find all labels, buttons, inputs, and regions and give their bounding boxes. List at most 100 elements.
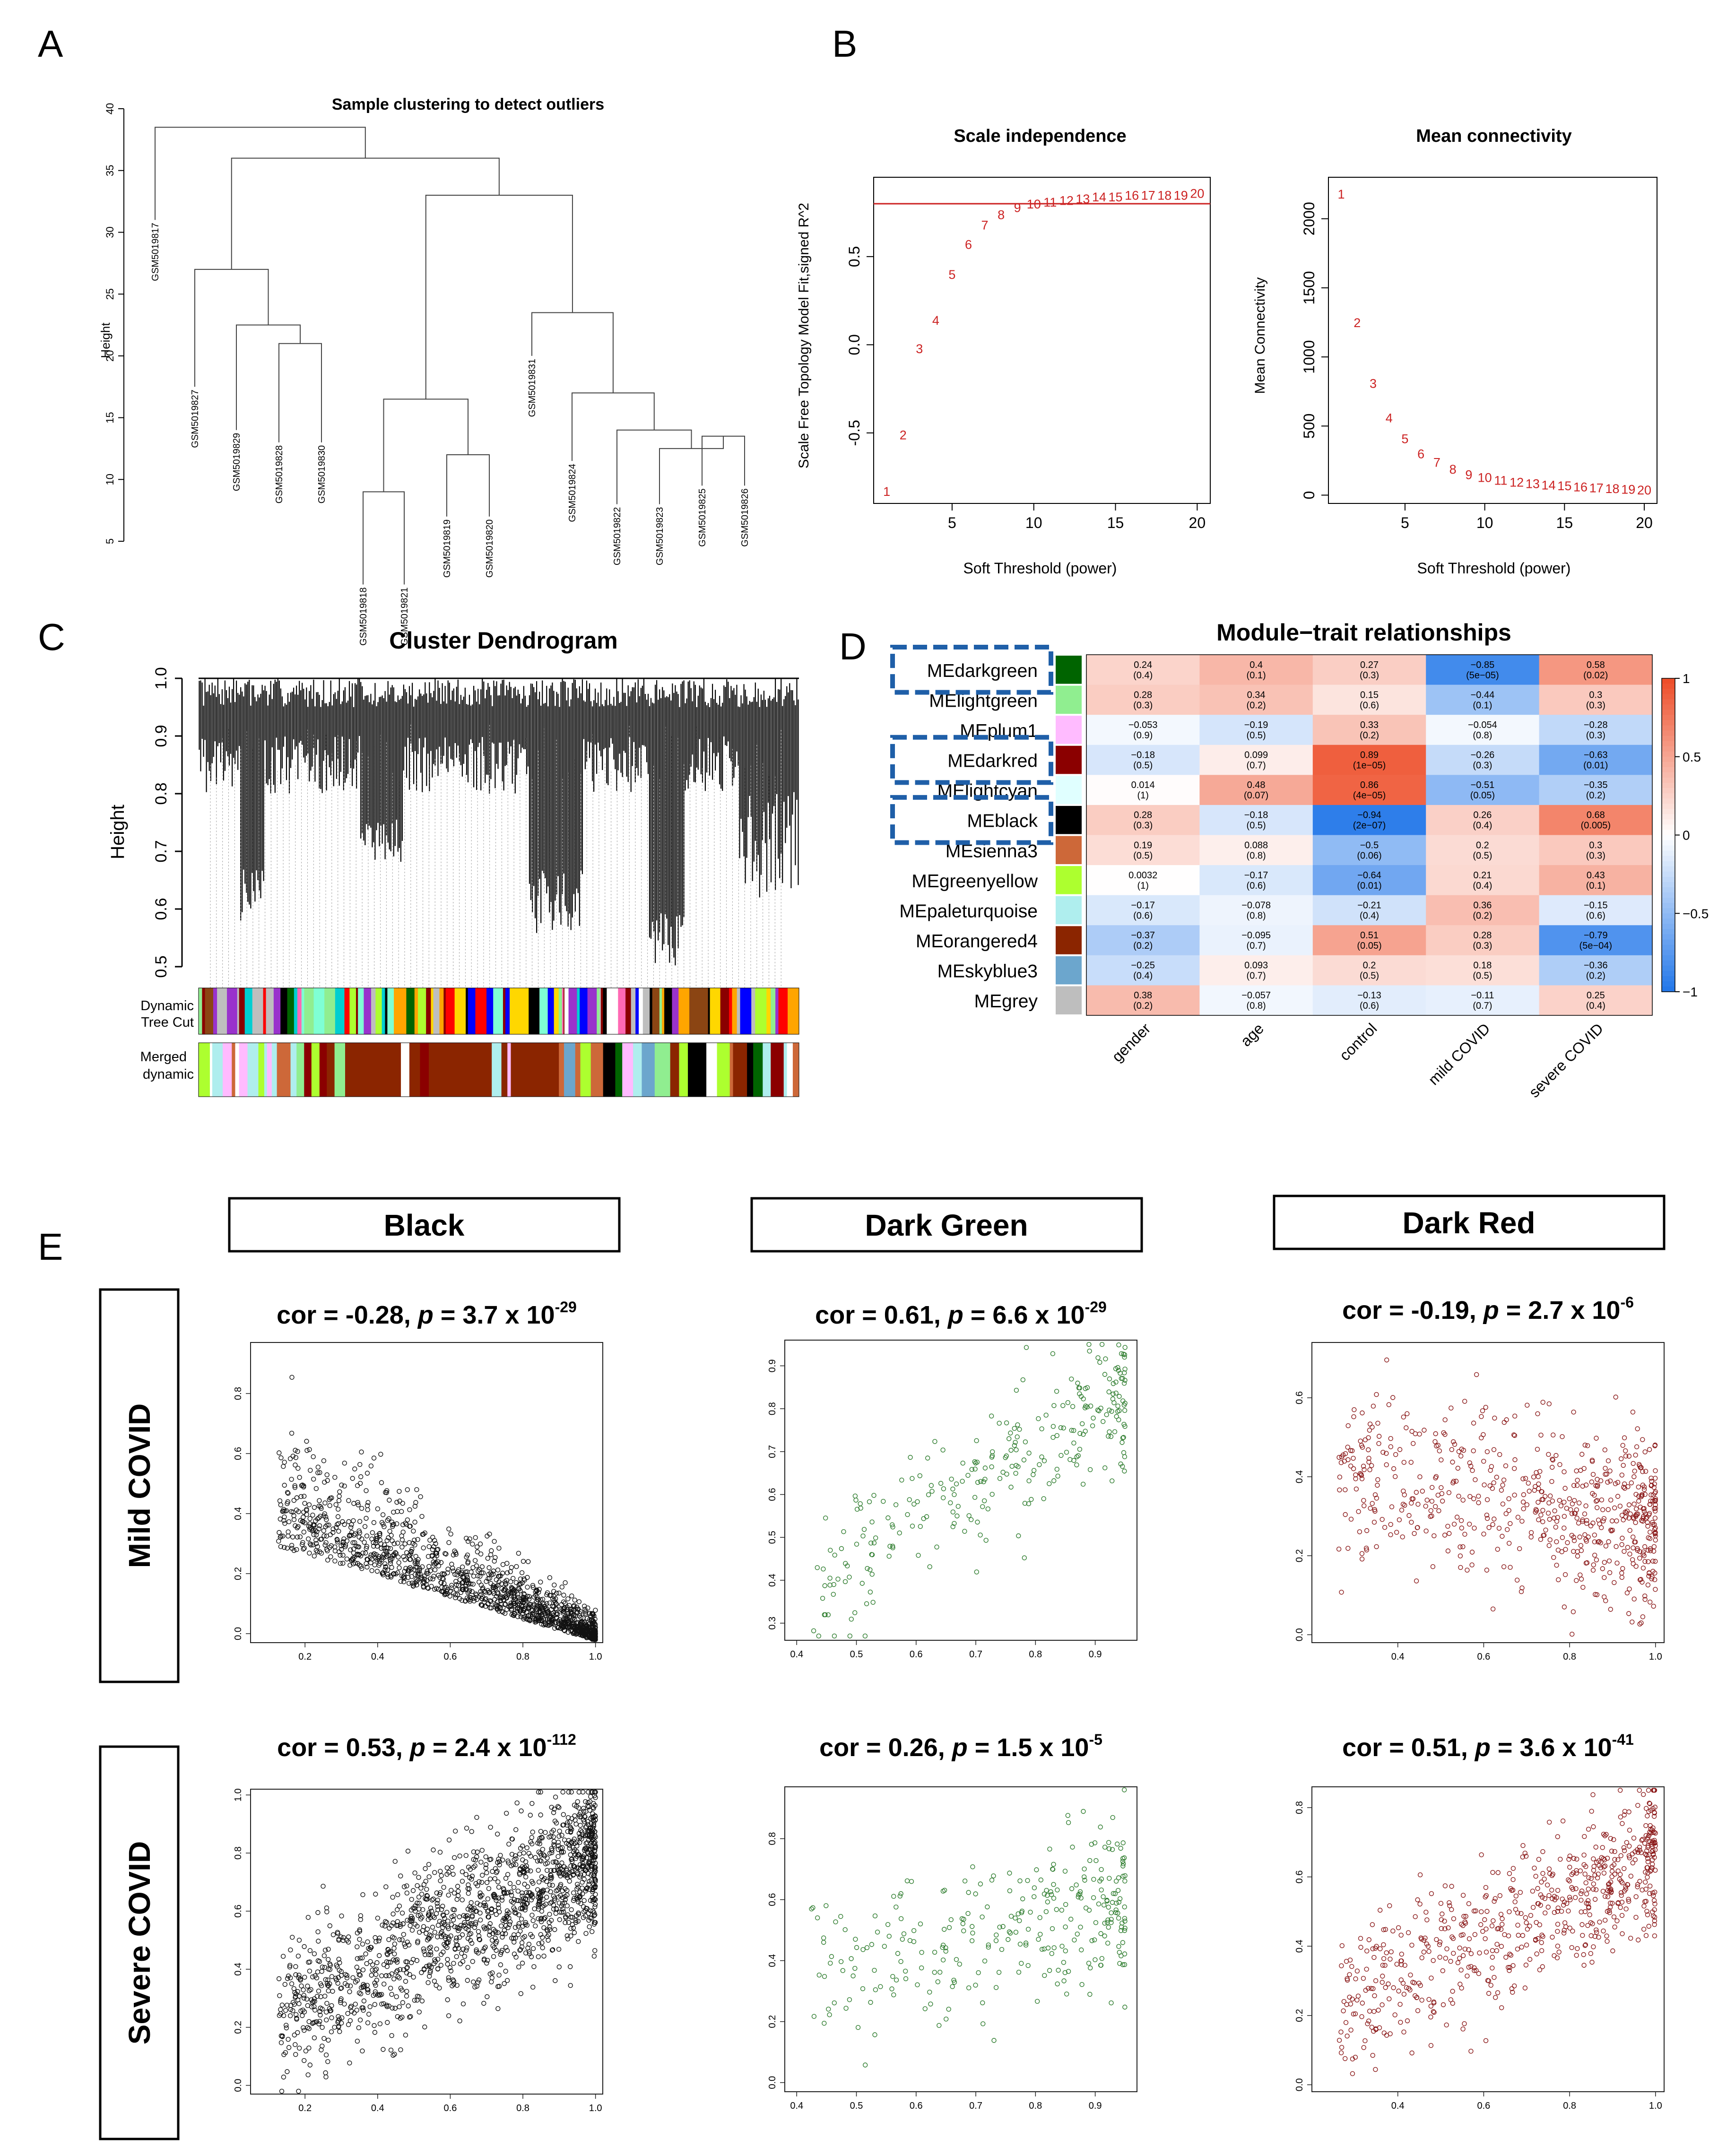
heatmap-pval-MEgreenyellow-2: (0.01) [1357,881,1381,891]
heatmap-cor-MEskyblue3-2: 0.2 [1363,961,1376,971]
dynamic-tree-cut-segment-21 [324,988,336,1034]
row-header-mild-covid-box [99,1288,180,1683]
sample-label-GSM5019830: GSM5019830 [317,445,327,503]
dynamic-tree-cut-segment-89 [720,988,729,1034]
panel-c-ytick-label-4: 0.9 [152,725,170,747]
merged-dynamic-segment-51 [564,1043,576,1097]
heatmap-pval-MEdarkgreen-4: (0.02) [1583,670,1608,681]
scatter-severe-dark-green: cor = 0.26, p = 1.5 x 10-5 0.4 0.5 0.6 0.7 0.… [767,1731,1137,2111]
heatmap-cell-MEgreenyellow-mild-COVID [1426,865,1540,896]
merged-dynamic-segment-1 [209,1043,213,1097]
dynamic-tree-cut-segment-28 [371,988,376,1034]
panel-c-ytick-label-0: 0.5 [152,955,170,978]
dynamic-tree-cut-segment-64 [580,988,588,1034]
merged-dynamic-segment-22 [345,1043,353,1097]
heatmap-cell-MEplum1-control [1312,715,1426,745]
dynamic-tree-cut-segment-26 [358,988,364,1034]
legend-step-15 [1662,756,1675,762]
heatmap-cor-MEdarkgreen-2: 0.27 [1360,660,1379,670]
legend-step-45 [1662,913,1675,919]
panel-b1-ylabel: Scale Free Topology Model Fit,signed R^2 [796,203,812,468]
scatter-mild-dark-red-xtick-label-3: 1.0 [1649,1652,1662,1662]
merged-dynamic-segment-55 [603,1043,616,1097]
heatmap-pval-MElightgreen-3: (0.1) [1473,700,1492,710]
dynamic-tree-cut-segment-20 [313,988,325,1034]
panel-b2-ytick-label-1: 500 [1301,414,1318,439]
panel-b2-point-9: 9 [1465,468,1472,482]
legend-step-38 [1662,876,1675,883]
row-header-severe-covid: Severe COVID [122,1841,156,2044]
heatmap-pval-MEskyblue3-2: (0.5) [1360,971,1379,981]
panel-e-scatter-grid: Black Dark Green Dark Red Mild COVID Sev… [99,1195,1666,2140]
legend-step-46 [1662,918,1675,924]
merged-dynamic-segment-10 [264,1043,268,1097]
heatmap-cor-MEgrey-2: −0.13 [1357,990,1381,1001]
panel-b1-point-4: 4 [932,313,939,328]
scatter-severe-dark-green-frame [784,1786,1137,2092]
heatmap-pval-MElightcyan-0: (1) [1137,790,1148,801]
merged-dynamic-segment-20 [327,1043,335,1097]
dynamic-tree-cut-segment-74 [631,988,636,1034]
dynamic-tree-cut-segment-82 [664,988,672,1034]
panel-b1-point-12: 12 [1059,193,1074,208]
scatter-severe-dark-red-xtick-label-2: 0.8 [1563,2101,1576,2111]
sample-label-GSM5019829: GSM5019829 [232,433,242,491]
legend-step-18 [1662,772,1675,778]
dynamic-tree-cut-segment-40 [433,988,440,1034]
sample-label-GSM5019821: GSM5019821 [399,588,410,646]
dynamic-tree-cut-segment-4 [213,988,217,1034]
panel-b1-ytick-label-1: 0.0 [846,334,863,355]
merged-dynamic-segment-40 [477,1043,480,1097]
merged-dynamic-segment-43 [492,1043,502,1097]
heatmap-cell-MEskyblue3-age [1199,955,1313,986]
panel-a-ytick-label-3: 20 [104,350,116,362]
legend-step-47 [1662,924,1675,929]
dynamic-tree-cut-segment-96 [766,988,771,1034]
merged-dynamic-segment-3 [223,1043,232,1097]
scatter-mild-dark-green-ytick-label-1: 0.4 [767,1574,778,1587]
legend-step-5 [1662,704,1675,710]
panel-b2-point-20: 20 [1637,483,1651,497]
heatmap-cor-MEpaleturquoise-2: −0.21 [1357,900,1381,910]
scatter-severe-dark-red-title: cor = 0.51, p = 3.6 x 10-41 [1342,1731,1634,1762]
panel-b1-point-11: 11 [1043,195,1057,209]
dynamic-tree-cut-segment-29 [375,988,382,1034]
column-header-dark-green-box [750,1197,1143,1253]
legend-step-20 [1662,783,1675,788]
heatmap-cor-MElightgreen-1: 0.34 [1247,690,1266,700]
scatter-mild-dark-red-p-value: = 2.7 x 10 [1499,1296,1621,1325]
sample-label-GSM5019822: GSM5019822 [612,507,623,565]
scatter-severe-dark-green-p-label: p [951,1733,968,1762]
scatter-severe-dark-red-ytick-label-0: 0.0 [1294,2078,1305,2091]
merged-dynamic-segment-75 [783,1043,788,1097]
panel-b2-point-7: 7 [1433,455,1440,469]
heatmap-cell-MEsienna3-severe-COVID [1539,835,1653,866]
heatmap-cell-MEgreenyellow-control [1312,865,1426,896]
legend-step-7 [1662,715,1675,720]
scatter-severe-black-xtick-label-4: 1.0 [589,2103,602,2113]
dynamic-tree-cut-segment-70 [607,988,614,1034]
dynamic-tree-cut-segment-48 [486,988,494,1034]
merged-dynamic-segment-68 [729,1043,734,1097]
dynamic-tree-cut-segment-46 [468,988,476,1034]
heatmap-cell-MEskyblue3-severe-COVID [1539,955,1653,986]
heatmap-cor-MEplum1-4: −0.28 [1584,720,1608,730]
heatmap-cell-MEsienna3-control [1312,835,1426,866]
panel-a-ytick-label-7: 40 [104,103,116,114]
heatmap-cell-MEorangered4-age [1199,925,1313,956]
merged-dynamic-segment-69 [733,1043,738,1097]
merged-dynamic-segment-36 [441,1043,451,1097]
merged-dynamic-segment-15 [290,1043,297,1097]
scatter-mild-black-xtick-label-4: 1.0 [589,1652,602,1662]
scatter-severe-dark-red-ytick-label-2: 0.4 [1294,1940,1305,1953]
dynamic-tree-cut-segment-27 [364,988,372,1034]
legend-step-24 [1662,804,1675,809]
panel-b1-xtick-label-0: 5 [948,514,956,531]
heatmap-pval-MElightgreen-2: (0.6) [1360,700,1379,710]
heatmap-pval-MEgreenyellow-3: (0.4) [1473,881,1492,891]
panel-b2-point-6: 6 [1417,447,1424,461]
heatmap-cell-MElightgreen-age [1199,684,1313,715]
scatter-severe-dark-green-xtick-label-1: 0.5 [850,2101,863,2111]
heatmap-cor-MEsienna3-4: 0.3 [1589,840,1602,850]
legend-step-25 [1662,809,1675,814]
